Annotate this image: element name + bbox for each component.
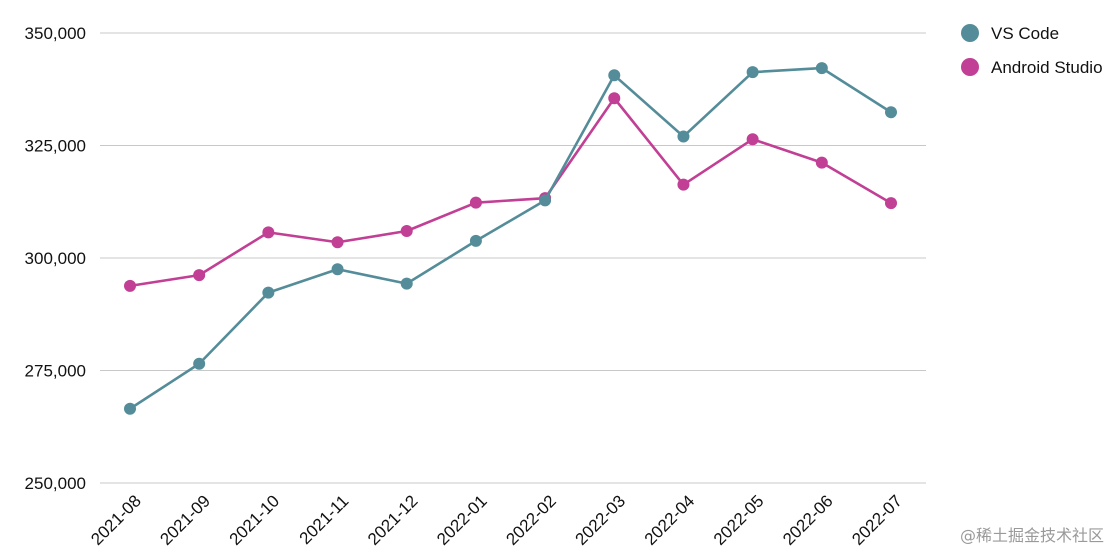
data-point[interactable] <box>400 277 413 290</box>
data-point[interactable] <box>331 263 344 276</box>
x-tick-label: 2022-01 <box>433 491 491 549</box>
x-tick-label: 2021-12 <box>364 491 422 549</box>
series-vs-code <box>124 62 897 415</box>
x-tick-label: 2021-09 <box>156 491 214 549</box>
data-point[interactable] <box>608 92 621 105</box>
x-tick-label: 2021-08 <box>87 491 145 549</box>
data-point[interactable] <box>885 106 897 119</box>
x-tick-label: 2022-03 <box>572 491 630 549</box>
data-point[interactable] <box>262 286 275 299</box>
data-point[interactable] <box>746 133 759 146</box>
series-line <box>129 66 892 410</box>
data-point[interactable] <box>815 156 828 169</box>
x-axis-ticks: 2021-08 2021-09 2021-10 2021-11 2021-12 2022-… <box>87 491 906 549</box>
grid-lines <box>100 32 926 484</box>
data-point[interactable] <box>885 197 897 210</box>
watermark: @稀土掘金技术社区 <box>959 526 1104 545</box>
x-tick-label: 2022-05 <box>710 491 768 549</box>
data-point[interactable] <box>331 236 344 249</box>
x-tick-label: 2022-07 <box>848 491 906 549</box>
legend: VS Code Android Studio <box>961 24 1103 77</box>
legend-marker <box>961 58 979 76</box>
x-tick-label: 2022-04 <box>641 491 699 549</box>
data-point[interactable] <box>677 178 690 191</box>
data-point[interactable] <box>400 225 413 237</box>
series-line <box>129 96 892 288</box>
series-layer <box>124 62 897 415</box>
x-tick-label: 2022-06 <box>779 491 837 549</box>
legend-label: VS Code <box>991 24 1059 43</box>
y-tick-label: 350,000 <box>25 24 86 43</box>
legend-label: Android Studio <box>991 58 1103 77</box>
data-point[interactable] <box>262 226 275 239</box>
data-point[interactable] <box>539 194 552 207</box>
y-tick-label: 250,000 <box>25 474 86 493</box>
x-tick-label: 2021-10 <box>226 491 284 549</box>
data-point[interactable] <box>124 402 136 415</box>
data-point[interactable] <box>608 69 621 82</box>
y-tick-label: 300,000 <box>25 249 86 268</box>
data-point[interactable] <box>469 196 482 209</box>
legend-item[interactable]: VS Code <box>961 24 1059 43</box>
x-tick-label: 2022-02 <box>502 491 560 549</box>
legend-marker <box>961 24 979 42</box>
data-point[interactable] <box>193 357 206 370</box>
legend-item[interactable]: Android Studio <box>961 58 1103 77</box>
y-tick-label: 325,000 <box>25 137 86 156</box>
data-point[interactable] <box>815 62 828 75</box>
data-point[interactable] <box>469 234 482 247</box>
data-point[interactable] <box>124 279 136 292</box>
x-tick-label: 2021-11 <box>296 491 353 548</box>
series-android-studio <box>124 92 897 292</box>
data-point[interactable] <box>193 269 206 282</box>
data-point[interactable] <box>746 66 759 79</box>
y-axis-ticks: 350,000 325,000 300,000 275,000 250,000 <box>25 24 86 493</box>
data-point[interactable] <box>677 130 690 143</box>
y-tick-label: 275,000 <box>25 362 86 381</box>
